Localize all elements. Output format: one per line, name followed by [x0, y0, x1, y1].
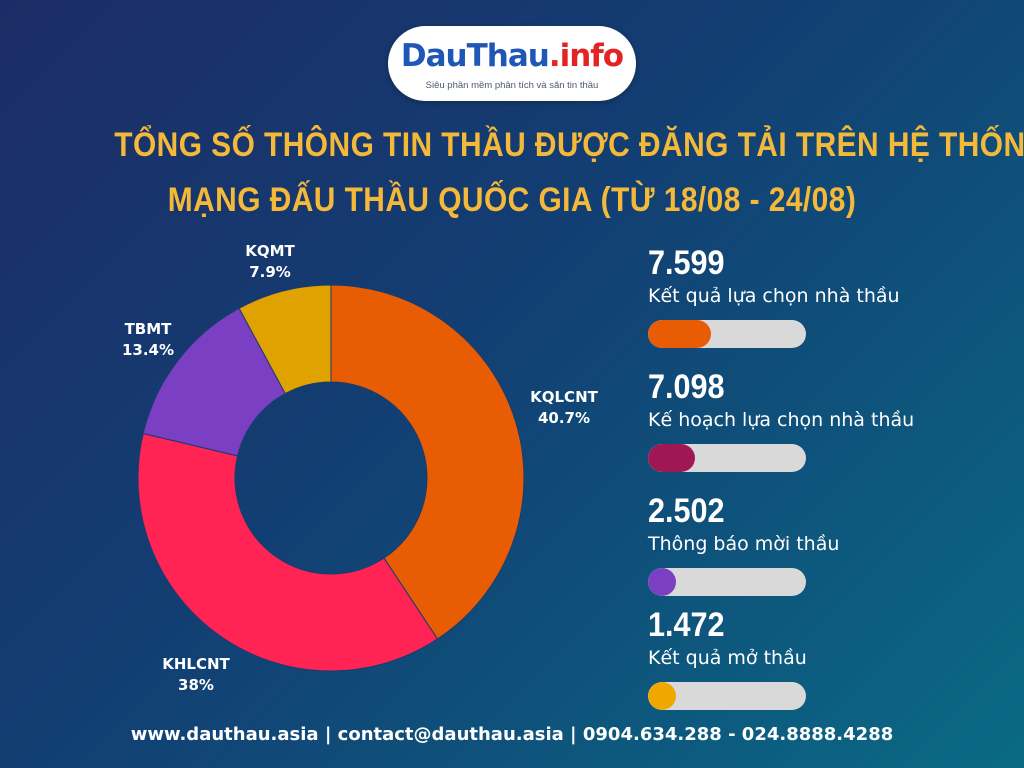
logo-ext-text: info: [559, 38, 624, 74]
slice-label-kqmt: KQMT 7.9%: [220, 241, 320, 283]
progress-bar-fill: [648, 444, 696, 472]
stat-label: Thông báo mời thầu: [648, 533, 840, 555]
footer-contact: www.dauthau.asia | contact@dauthau.asia …: [130, 724, 894, 745]
stat-value: 2.502: [648, 492, 725, 530]
stat-label: Kế hoạch lựa chọn nhà thầu: [648, 409, 915, 431]
donut-slice-kqlcnt: [330, 284, 525, 640]
donut-slice-khlcnt: [137, 432, 439, 672]
page-title-line-2: MẠNG ĐẤU THẦU QUỐC GIA (TỪ 18/08 - 24/08…: [167, 181, 857, 219]
progress-bar-track: [648, 320, 806, 348]
page-title-line-1: TỔNG SỐ THÔNG TIN THẦU ĐƯỢC ĐĂNG TẢI TRÊ…: [114, 126, 1024, 164]
slice-category-tbmt: TBMT: [124, 320, 172, 338]
stat-label: Kết quả mở thầu: [648, 647, 807, 669]
slice-category-kqlcnt: KQLCNT: [530, 388, 598, 406]
slice-label-khlcnt: KHLCNT 38%: [146, 654, 246, 696]
logo-dot-text: .: [548, 38, 561, 74]
slice-value-kqmt: 7.9%: [249, 263, 291, 281]
slice-label-kqlcnt: KQLCNT 40.7%: [514, 387, 614, 429]
progress-bar-track: [648, 568, 806, 596]
progress-bar-track: [648, 444, 806, 472]
stat-value: 7.098: [648, 368, 725, 406]
logo-wordmark: DauThau.info: [388, 38, 636, 74]
stat-value: 1.472: [648, 606, 725, 644]
logo-tagline: Siêu phần mềm phân tích và săn tin thầu: [425, 80, 599, 91]
slice-value-tbmt: 13.4%: [121, 341, 175, 359]
slice-label-tbmt: TBMT 13.4%: [98, 319, 198, 361]
stat-value: 7.599: [648, 244, 725, 282]
progress-bar-fill: [648, 682, 677, 710]
progress-bar-fill: [648, 568, 677, 596]
donut-slice-kqmt: [238, 284, 332, 395]
progress-bar-fill: [648, 320, 712, 348]
slice-category-khlcnt: KHLCNT: [162, 655, 230, 673]
slice-category-kqmt: KQMT: [245, 242, 295, 260]
slice-value-khlcnt: 38%: [178, 676, 214, 694]
stat-label: Kết quả lựa chọn nhà thầu: [648, 285, 900, 307]
donut-slice-tbmt: [142, 307, 286, 457]
slice-value-kqlcnt: 40.7%: [537, 409, 591, 427]
logo-brand-text: DauThau: [400, 38, 550, 74]
dauthau-logo: DauThau.info Siêu phần mềm phân tích và …: [388, 26, 636, 101]
progress-bar-track: [648, 682, 806, 710]
